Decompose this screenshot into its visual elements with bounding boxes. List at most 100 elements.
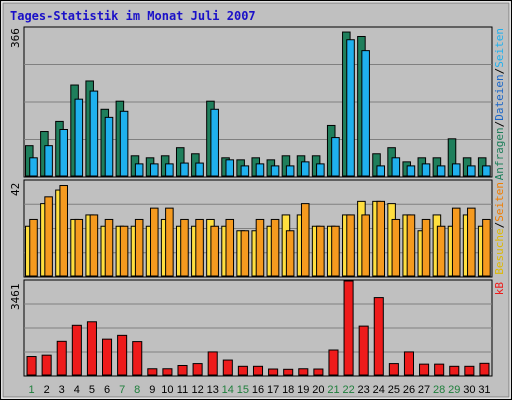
bar-traffic-kb-day-13	[207, 351, 218, 376]
bar-visits-besuche-day-24	[376, 200, 386, 277]
day-label-4: 4	[74, 384, 80, 396]
legend-requests: Anfragen/Dateien/Seiten	[493, 28, 506, 180]
legend-requests-part-2: Dateien	[493, 74, 506, 120]
bar-requests-dateien-day-2	[44, 145, 53, 177]
bar-visits-besuche-day-5	[89, 214, 99, 277]
bar-visits-besuche-day-14	[225, 218, 235, 277]
day-label-24: 24	[373, 384, 385, 396]
bar-traffic-kb-day-25	[388, 363, 399, 376]
visits-ymax-label: 42	[9, 183, 22, 196]
bar-traffic-kb-day-10	[162, 368, 173, 376]
legend-visits-part-0: Besuche	[493, 228, 506, 274]
bar-visits-besuche-day-22	[346, 214, 355, 277]
day-label-23: 23	[358, 384, 370, 396]
legend-traffic-part-0: kB	[493, 282, 506, 296]
day-label-3: 3	[59, 384, 65, 396]
chart-title: Tages-Statistik im Monat Juli 2007	[10, 9, 256, 23]
bar-visits-besuche-day-12	[195, 218, 204, 277]
day-label-8: 8	[134, 384, 140, 396]
bar-requests-dateien-day-16	[255, 163, 265, 177]
day-label-1: 1	[28, 384, 34, 396]
bar-requests-dateien-day-15	[240, 165, 250, 177]
bar-requests-dateien-day-22	[346, 39, 355, 177]
bar-requests-dateien-day-26	[406, 165, 416, 177]
bar-traffic-kb-day-22	[343, 280, 354, 376]
bar-traffic-kb-day-6	[102, 338, 113, 376]
legend-requests-part-3: /	[493, 68, 506, 75]
bar-visits-besuche-day-15	[240, 230, 250, 277]
day-label-13: 13	[207, 384, 219, 396]
traffic-ymax-label: 3461	[9, 284, 22, 311]
day-label-27: 27	[418, 384, 430, 396]
bar-visits-besuche-day-13	[210, 225, 219, 277]
day-label-18: 18	[282, 384, 294, 396]
bar-traffic-kb-day-7	[117, 334, 128, 376]
day-label-21: 21	[327, 384, 339, 396]
bar-requests-dateien-day-12	[195, 162, 204, 177]
bar-traffic-kb-day-8	[132, 341, 143, 376]
bar-visits-besuche-day-4	[74, 218, 84, 277]
bar-visits-besuche-day-23	[361, 214, 370, 277]
bar-requests-dateien-day-9	[150, 163, 159, 177]
bar-traffic-kb-day-3	[56, 340, 67, 376]
bar-requests-dateien-day-8	[134, 163, 144, 177]
chart-bars	[25, 31, 491, 376]
bar-traffic-kb-day-1	[26, 356, 37, 376]
day-label-28: 28	[433, 384, 445, 396]
legend-visits-part-1: /	[493, 222, 506, 229]
bar-traffic-kb-day-15	[237, 365, 248, 376]
bar-visits-besuche-day-29	[451, 207, 461, 277]
day-label-29: 29	[448, 384, 460, 396]
bar-visits-besuche-day-21	[331, 225, 340, 277]
day-label-25: 25	[388, 384, 400, 396]
bar-requests-dateien-day-20	[316, 163, 325, 177]
bar-traffic-kb-day-16	[252, 365, 264, 376]
bar-visits-besuche-day-26	[406, 214, 416, 277]
day-label-2: 2	[44, 384, 50, 396]
day-label-12: 12	[191, 384, 203, 396]
bar-visits-besuche-day-6	[104, 218, 114, 277]
requests-ymax-label: 366	[9, 28, 22, 48]
legend-visits-part-2: Seiten	[493, 182, 506, 222]
day-label-7: 7	[119, 384, 125, 396]
bar-visits-besuche-day-25	[391, 218, 401, 277]
bar-requests-dateien-day-3	[59, 129, 68, 177]
bar-requests-dateien-day-19	[300, 161, 310, 177]
bar-visits-besuche-day-8	[134, 218, 144, 277]
bar-requests-dateien-day-13	[210, 108, 219, 177]
bar-traffic-kb-day-9	[147, 368, 158, 376]
bar-visits-besuche-day-16	[255, 218, 265, 277]
x-axis-day-labels: 1 2 3 4 5 6 7 8 9 10 11 12 13 14 15 16 17 18 19 20 21 22 23 24 2…	[28, 384, 490, 396]
bar-traffic-kb-day-29	[449, 365, 460, 376]
bar-requests-dateien-day-24	[376, 165, 386, 177]
bar-requests-dateien-day-10	[165, 163, 174, 177]
day-label-5: 5	[89, 384, 95, 396]
bar-requests-dateien-day-7	[119, 110, 129, 177]
bar-traffic-kb-day-31	[479, 362, 490, 376]
bar-traffic-kb-day-11	[177, 364, 188, 376]
bar-visits-besuche-day-3	[59, 185, 68, 277]
bar-traffic-kb-day-20	[313, 368, 324, 376]
bar-requests-dateien-day-14	[225, 159, 235, 177]
day-label-14: 14	[222, 384, 234, 396]
bar-visits-besuche-day-11	[180, 218, 189, 277]
bar-requests-dateien-day-5	[89, 90, 99, 177]
bar-traffic-kb-day-21	[328, 349, 339, 376]
bar-traffic-kb-day-18	[283, 368, 294, 376]
bar-visits-besuche-day-10	[165, 207, 174, 277]
bar-visits-besuche-day-18	[285, 230, 295, 277]
day-label-31: 31	[478, 384, 490, 396]
bar-requests-dateien-day-18	[285, 165, 295, 177]
bar-traffic-kb-day-28	[434, 363, 445, 376]
legend-traffic: kB	[493, 282, 506, 296]
bar-requests-dateien-day-21	[331, 137, 340, 177]
day-label-10: 10	[161, 384, 173, 396]
day-label-19: 19	[297, 384, 309, 396]
day-label-22: 22	[342, 384, 354, 396]
bar-traffic-kb-day-4	[71, 324, 82, 376]
day-label-30: 30	[463, 384, 475, 396]
